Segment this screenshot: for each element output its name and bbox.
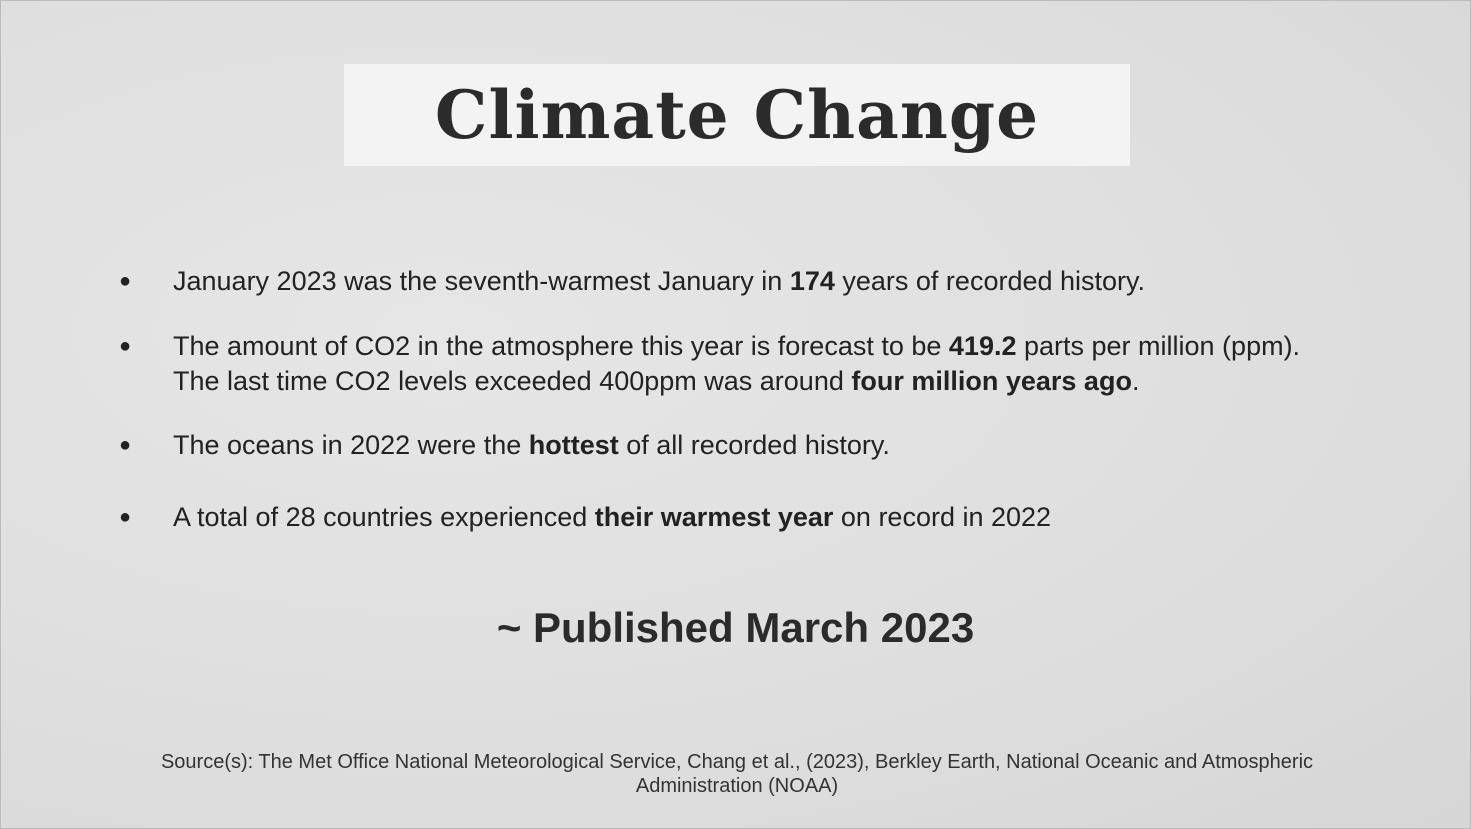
text-line: The amount of CO2 in the atmosphere this… — [173, 329, 1300, 364]
text-run: on record in 2022 — [833, 502, 1052, 532]
text-run: of all recorded history. — [618, 430, 890, 460]
bold-text: four million years ago — [851, 366, 1132, 396]
text-run: . — [1131, 366, 1140, 396]
title-box: Climate Change — [344, 64, 1130, 166]
text-run: January 2023 was the seventh-warmest Jan… — [173, 266, 790, 296]
bold-text: 174 — [789, 266, 835, 296]
bold-text: hottest — [528, 430, 619, 460]
text-run: A total of 28 countries experienced — [173, 502, 595, 532]
bullet-dot: ● — [119, 434, 132, 456]
bullet-text: The amount of CO2 in the atmosphere this… — [173, 329, 1300, 399]
text-line: January 2023 was the seventh-warmest Jan… — [173, 264, 1145, 299]
text-run: The oceans in 2022 were the — [173, 430, 529, 460]
bold-text: 419.2 — [948, 331, 1017, 361]
published-note: ~ Published March 2023 — [496, 604, 975, 651]
title: Climate Change — [434, 76, 1040, 154]
bullet-text: A total of 28 countries experienced thei… — [173, 500, 1051, 535]
bullet-dot: ● — [119, 506, 132, 528]
bold-text: their warmest year — [594, 502, 834, 532]
text-run: The last time CO2 levels exceeded 400ppm… — [173, 366, 852, 396]
text-run: years of recorded history. — [834, 266, 1146, 296]
bullet-text: January 2023 was the seventh-warmest Jan… — [173, 264, 1145, 299]
source-note: Source(s): The Met Office National Meteo… — [160, 751, 1314, 797]
text-line: The last time CO2 levels exceeded 400ppm… — [173, 364, 1300, 399]
bullet-dot: ● — [119, 270, 132, 292]
bullet-dot: ● — [119, 335, 132, 357]
bullet-text: The oceans in 2022 were the hottest of a… — [173, 428, 890, 463]
text-line: The oceans in 2022 were the hottest of a… — [173, 428, 890, 463]
text-run: parts per million (ppm). — [1016, 331, 1301, 361]
text-line: A total of 28 countries experienced thei… — [173, 500, 1051, 535]
text-run: The amount of CO2 in the atmosphere this… — [173, 331, 949, 361]
